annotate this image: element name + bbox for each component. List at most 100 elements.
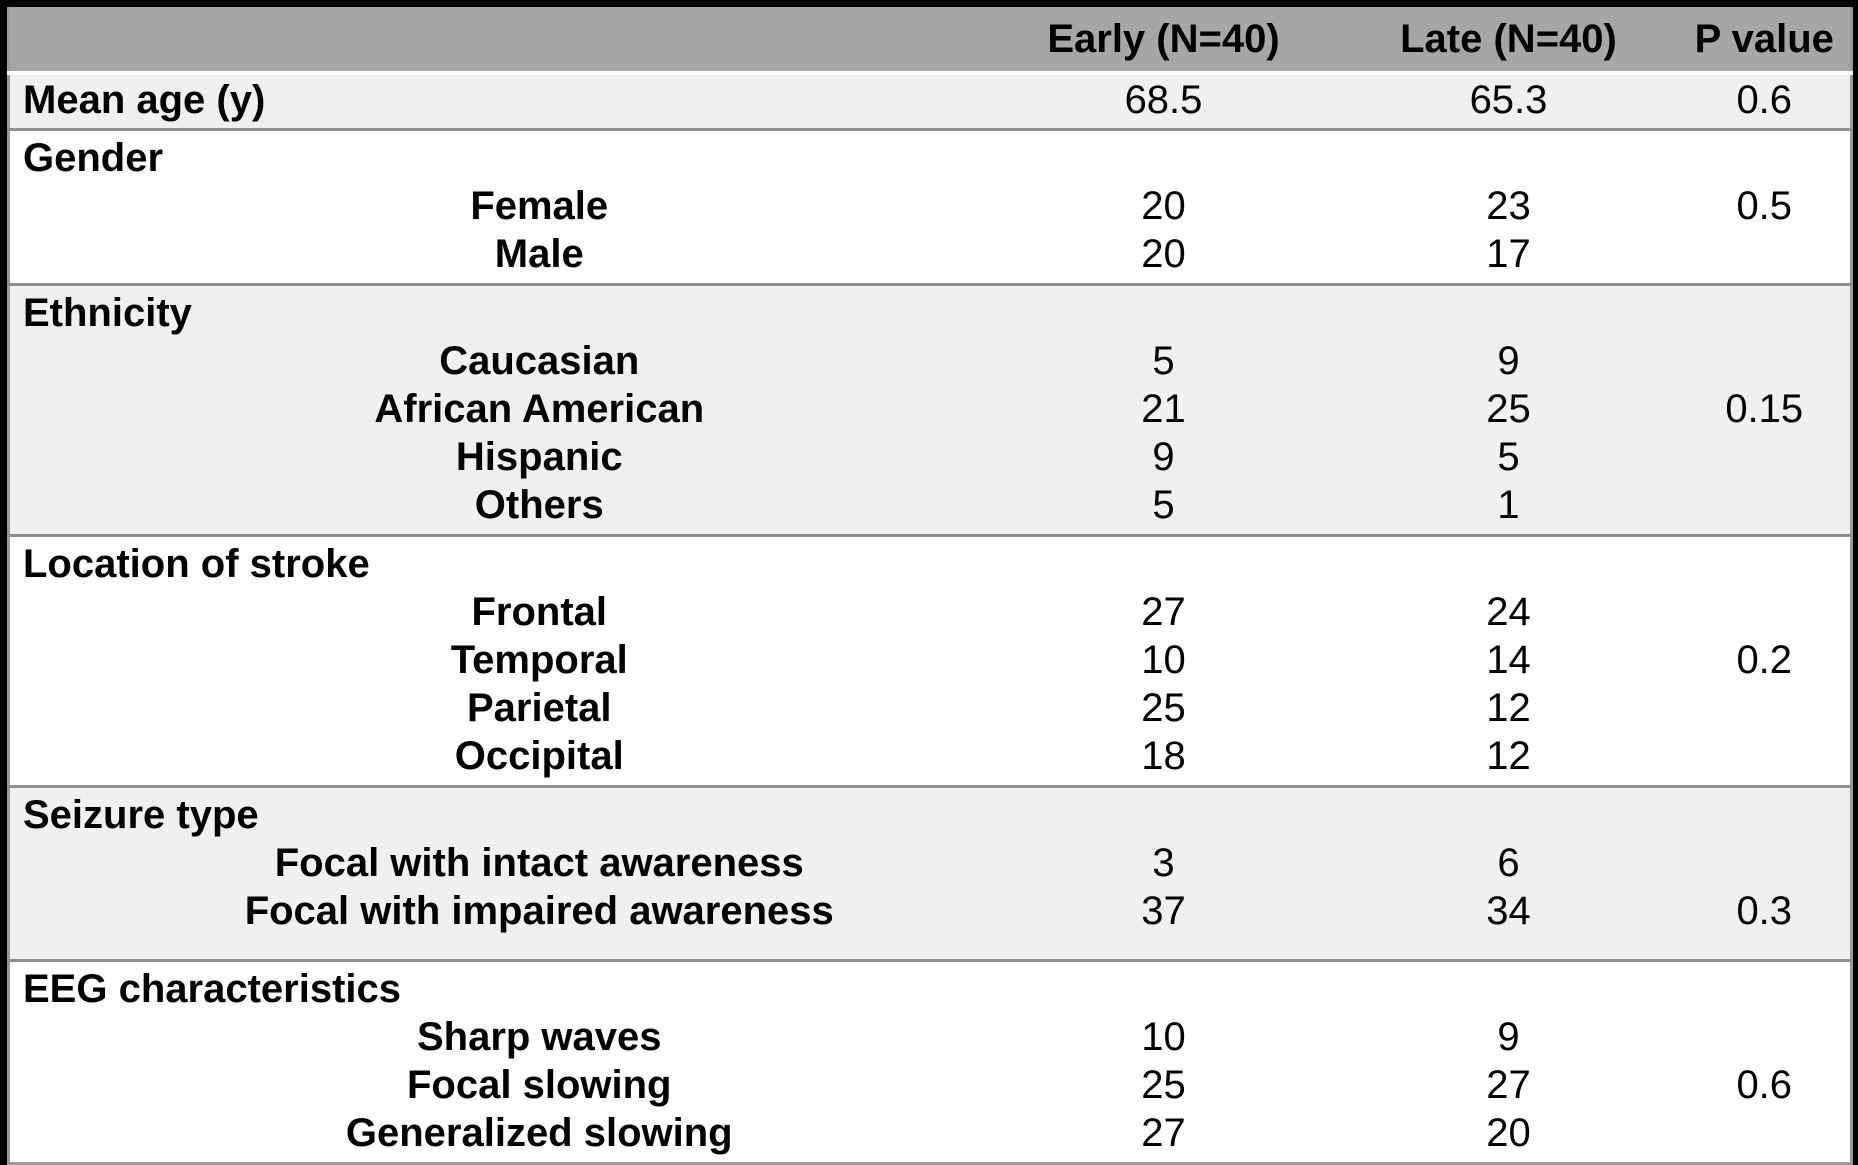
p-value: 0.6 (1678, 73, 1852, 130)
section-label: Gender (23, 136, 164, 180)
early-value: 25 (1141, 686, 1186, 730)
row-label: Occipital (454, 734, 624, 778)
row-label: Focal with intact awareness (8, 839, 989, 887)
section-location-of-stroke: Location of stroke Frontal 27 24 Tempora… (8, 535, 1852, 787)
early-value: 25 (1141, 1063, 1186, 1107)
late-value: 20 (1486, 1111, 1531, 1155)
section-label-row: Location of stroke (9, 536, 1852, 589)
late-value: 12 (1486, 734, 1531, 778)
table-row: Mean age (y) 68.5 65.3 0.6 (8, 73, 1852, 130)
p-value (1679, 588, 1852, 636)
row-label: Male (494, 232, 584, 276)
row-label: Frontal (471, 590, 608, 634)
table-row: Caucasian 5 9 (8, 337, 1852, 385)
early-value: 9 (988, 433, 1339, 481)
p-value: 0.5 (1736, 184, 1793, 228)
section-seizure-type: Seizure type Focal with intact awareness… (8, 786, 1852, 961)
section-gender: Gender Female 20 23 0.5 Male 20 17 (8, 129, 1852, 285)
section-label-row: Ethnicity (8, 284, 1852, 337)
header-pvalue: P value (1678, 7, 1852, 75)
early-value: 27 (1141, 590, 1186, 634)
late-value: 23 (1486, 184, 1531, 228)
table-row: Generalized slowing 27 20 (9, 1109, 1852, 1164)
early-value: 10 (1141, 1015, 1186, 1059)
p-value (1679, 732, 1852, 787)
p-value: 0.3 (1678, 887, 1852, 961)
p-value (1679, 1109, 1852, 1164)
late-value: 17 (1486, 232, 1531, 276)
section-label-row: EEG characteristics (9, 961, 1852, 1014)
row-label: Temporal (450, 638, 628, 682)
row-label: Focal slowing (407, 1063, 672, 1107)
early-value: 10 (1141, 638, 1186, 682)
late-value: 1 (1338, 481, 1679, 536)
row-label: Others (8, 481, 989, 536)
header-row: Early (N=40) Late (N=40) P value (8, 7, 1852, 75)
table-row: Male 20 17 (9, 230, 1852, 285)
late-value: 14 (1486, 638, 1531, 682)
header-late: Late (N=40) (1338, 7, 1679, 75)
late-value: 25 (1338, 385, 1679, 433)
table-row: Focal with impaired awareness 37 34 0.3 (8, 887, 1852, 961)
early-value: 37 (988, 887, 1339, 961)
table-row: Others 5 1 (8, 481, 1852, 536)
p-value (1678, 481, 1852, 536)
section-label-row: Gender (9, 130, 1852, 183)
early-value: 5 (988, 337, 1339, 385)
header-empty-cell (8, 7, 989, 75)
row-label: Mean age (y) (8, 73, 989, 130)
late-value: 34 (1338, 887, 1679, 961)
p-value (1679, 1013, 1852, 1061)
section-eeg-characteristics: EEG characteristics Sharp waves 10 9 Foc… (8, 960, 1852, 1164)
header-early: Early (N=40) (988, 7, 1339, 75)
late-value: 9 (1497, 1015, 1520, 1059)
p-value (1679, 230, 1852, 285)
row-label: African American (8, 385, 989, 433)
late-value: 24 (1486, 590, 1531, 634)
row-label: Focal with impaired awareness (8, 887, 989, 961)
early-value: 20 (1141, 232, 1186, 276)
section-label: Location of stroke (23, 542, 370, 586)
row-label: Caucasian (8, 337, 989, 385)
section-ethnicity: Ethnicity Caucasian 5 9 African American… (8, 284, 1852, 536)
early-value: 20 (1141, 184, 1186, 228)
late-value: 12 (1486, 686, 1531, 730)
late-value: 9 (1338, 337, 1679, 385)
late-value: 6 (1338, 839, 1679, 887)
section-mean-age: Mean age (y) 68.5 65.3 0.6 (8, 73, 1852, 130)
p-value: 0.15 (1678, 385, 1852, 433)
row-label: Generalized slowing (345, 1111, 733, 1155)
table-row: African American 21 25 0.15 (8, 385, 1852, 433)
table-row: Occipital 18 12 (9, 732, 1852, 787)
table-row: Female 20 23 0.5 (9, 182, 1852, 230)
table-row: Parietal 25 12 (9, 684, 1852, 732)
section-label: EEG characteristics (23, 967, 401, 1011)
p-value (1678, 337, 1852, 385)
section-label: Seizure type (8, 786, 989, 839)
study-comparison-table: Early (N=40) Late (N=40) P value Mean ag… (7, 7, 1853, 1165)
table-row: Focal with intact awareness 3 6 (8, 839, 1852, 887)
row-label: Female (470, 184, 609, 228)
late-value: 5 (1338, 433, 1679, 481)
early-value: 3 (988, 839, 1339, 887)
table-row: Hispanic 9 5 (8, 433, 1852, 481)
late-value: 27 (1486, 1063, 1531, 1107)
table-row: Focal slowing 25 27 0.6 (9, 1061, 1852, 1109)
early-value: 21 (988, 385, 1339, 433)
table-row: Temporal 10 14 0.2 (9, 636, 1852, 684)
early-value: 68.5 (988, 73, 1339, 130)
early-value: 18 (1141, 734, 1186, 778)
row-label: Parietal (466, 686, 612, 730)
late-value: 65.3 (1338, 73, 1679, 130)
p-value (1679, 684, 1852, 732)
p-value: 0.6 (1736, 1063, 1793, 1107)
early-value: 27 (1141, 1111, 1186, 1155)
row-label: Hispanic (8, 433, 989, 481)
table-header: Early (N=40) Late (N=40) P value (8, 7, 1852, 75)
p-value (1678, 433, 1852, 481)
p-value: 0.2 (1736, 638, 1793, 682)
row-label: Sharp waves (416, 1015, 662, 1059)
section-label: Ethnicity (8, 284, 989, 337)
section-label-row: Seizure type (8, 786, 1852, 839)
table-row: Sharp waves 10 9 (9, 1013, 1852, 1061)
